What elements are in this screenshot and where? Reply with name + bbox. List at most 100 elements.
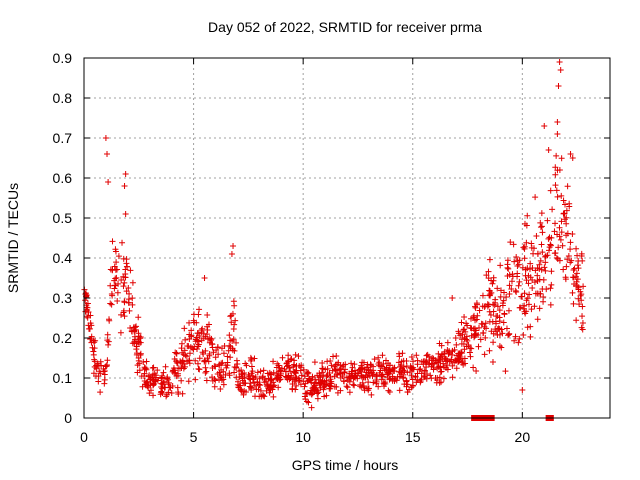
- data-point: [438, 379, 445, 386]
- data-point: [475, 332, 482, 339]
- data-point: [114, 297, 121, 304]
- data-point: [552, 164, 559, 171]
- data-point: [202, 364, 209, 371]
- data-point: [194, 337, 201, 344]
- data-point: [222, 371, 229, 378]
- data-point: [514, 257, 521, 264]
- data-point: [226, 332, 233, 339]
- data-point: [448, 358, 455, 365]
- data-point: [461, 355, 468, 362]
- data-point: [548, 234, 555, 241]
- data-point: [127, 325, 134, 332]
- data-point: [104, 151, 111, 157]
- data-point: [84, 314, 91, 321]
- data-point: [541, 123, 548, 129]
- data-point: [521, 255, 528, 262]
- data-point: [544, 252, 551, 259]
- data-point: [546, 247, 553, 254]
- data-point: [270, 369, 277, 376]
- data-point: [379, 373, 386, 380]
- data-point: [515, 339, 522, 346]
- y-tick-label: 0: [64, 410, 72, 426]
- data-point: [534, 272, 541, 279]
- data-point: [453, 341, 460, 348]
- data-point: [206, 339, 213, 346]
- data-point: [500, 297, 507, 304]
- data-point: [101, 380, 108, 387]
- data-point: [173, 358, 180, 365]
- data-point: [159, 374, 166, 381]
- data-point: [120, 273, 127, 280]
- y-tick-label: 0.1: [53, 370, 73, 386]
- data-point: [424, 351, 431, 358]
- y-tick-label: 0.4: [53, 250, 73, 266]
- data-point: [300, 366, 307, 373]
- data-point: [118, 276, 125, 283]
- data-point: [552, 182, 559, 189]
- data-point: [505, 307, 512, 314]
- data-point: [270, 393, 277, 400]
- data-point: [555, 244, 562, 251]
- data-point: [519, 387, 526, 393]
- data-point: [477, 336, 484, 343]
- data-point: [511, 258, 518, 265]
- data-point: [83, 292, 90, 299]
- data-point: [565, 252, 572, 259]
- data-point: [350, 375, 357, 382]
- data-point: [328, 362, 335, 369]
- data-point: [521, 290, 528, 297]
- data-point: [178, 340, 185, 347]
- data-point: [434, 365, 441, 372]
- data-point: [461, 326, 468, 333]
- data-point: [306, 376, 313, 383]
- data-point: [526, 266, 533, 273]
- data-point: [386, 376, 393, 383]
- data-point: [389, 373, 396, 380]
- data-point: [248, 363, 255, 370]
- data-point: [316, 370, 323, 377]
- data-point: [452, 334, 459, 341]
- data-point: [220, 368, 227, 375]
- data-point: [235, 378, 242, 385]
- data-point: [82, 291, 89, 298]
- data-point: [375, 354, 382, 361]
- data-point: [522, 272, 529, 279]
- data-point: [150, 364, 157, 371]
- data-point: [277, 376, 284, 383]
- data-point: [160, 369, 167, 376]
- data-point: [237, 382, 244, 389]
- data-point: [479, 292, 486, 299]
- data-point: [358, 364, 365, 371]
- data-point: [554, 255, 561, 262]
- data-point: [203, 377, 210, 384]
- data-point: [531, 279, 538, 286]
- data-point: [192, 376, 199, 383]
- data-point: [292, 351, 299, 358]
- data-point: [109, 292, 116, 299]
- data-point: [489, 358, 496, 365]
- data-point: [370, 363, 377, 370]
- data-point: [575, 265, 582, 272]
- data-point: [175, 365, 182, 372]
- data-point: [143, 358, 150, 365]
- data-point: [111, 285, 118, 292]
- data-point: [359, 359, 366, 366]
- data-point: [561, 216, 568, 223]
- data-point: [241, 370, 248, 377]
- data-point: [492, 296, 499, 303]
- data-point: [548, 268, 555, 275]
- data-point: [308, 404, 315, 411]
- x-tick-label: 0: [80, 429, 88, 445]
- data-point: [524, 324, 531, 331]
- data-point: [125, 296, 132, 303]
- data-point: [376, 359, 383, 366]
- data-point: [497, 287, 504, 294]
- data-point: [486, 318, 493, 325]
- data-point: [534, 250, 541, 257]
- data-point: [334, 371, 341, 378]
- data-point: [409, 366, 416, 373]
- data-point: [520, 244, 527, 251]
- data-point: [491, 302, 498, 309]
- data-point: [465, 341, 472, 348]
- data-point: [124, 263, 131, 270]
